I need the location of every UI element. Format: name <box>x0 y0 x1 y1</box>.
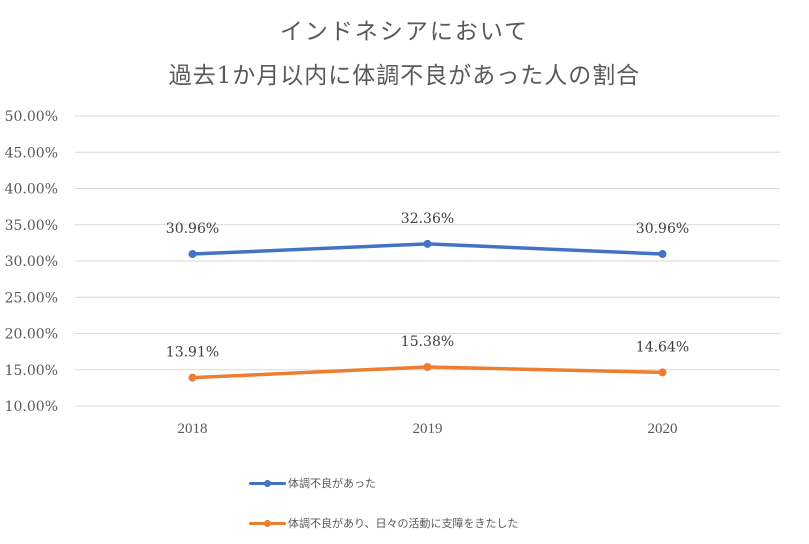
data-label: 30.96% <box>636 221 689 237</box>
data-point[interactable] <box>658 368 667 377</box>
y-tick-label: 35.00% <box>5 218 58 234</box>
data-point[interactable] <box>188 373 197 382</box>
y-tick-label: 30.00% <box>5 254 58 270</box>
data-point[interactable] <box>423 362 432 371</box>
data-point[interactable] <box>658 250 667 259</box>
series-layer <box>188 239 667 382</box>
data-point[interactable] <box>423 239 432 248</box>
y-tick-label: 50.00% <box>5 109 58 125</box>
x-tick-label: 2018 <box>178 421 208 437</box>
data-label: 30.96% <box>166 221 219 237</box>
y-tick-label: 40.00% <box>5 182 58 198</box>
data-label: 15.38% <box>401 334 454 350</box>
y-tick-label: 20.00% <box>5 327 58 343</box>
data-label: 13.91% <box>166 345 219 361</box>
data-label: 14.64% <box>636 339 689 355</box>
y-tick-label: 25.00% <box>5 290 58 306</box>
chart-title-line-1: インドネシアにおいて <box>279 19 530 45</box>
x-tick-label: 2019 <box>413 421 443 437</box>
legend-item-series-1[interactable]: 体調不良があった <box>249 475 376 491</box>
legend-label-series-1: 体調不良があった <box>288 477 376 490</box>
chart-title-line-2: 過去1か月以内に体調不良があった人の割合 <box>168 63 641 89</box>
data-point[interactable] <box>188 250 197 259</box>
x-tick-label: 2020 <box>648 421 678 437</box>
y-tick-label: 15.00% <box>5 363 58 379</box>
legend-item-series-2[interactable]: 体調不良があり、日々の活動に支障をきたした <box>249 515 519 531</box>
y-tick-label: 45.00% <box>5 145 58 161</box>
legend-label-series-2: 体調不良があり、日々の活動に支障をきたした <box>288 517 519 530</box>
y-tick-label: 10.00% <box>5 399 58 415</box>
data-labels: 30.96% 32.36% 30.96% 13.91% 15.38% 14.64% <box>166 211 689 361</box>
y-axis-labels: 50.00% 45.00% 40.00% 35.00% 30.00% 25.00% 20.0… <box>5 109 58 415</box>
data-label: 32.36% <box>401 211 454 227</box>
x-axis-labels: 2018 2019 2020 <box>178 421 678 437</box>
legend-swatch-series-1 <box>249 477 286 489</box>
gridlines <box>75 115 780 407</box>
legend-swatch-series-2 <box>249 517 286 529</box>
